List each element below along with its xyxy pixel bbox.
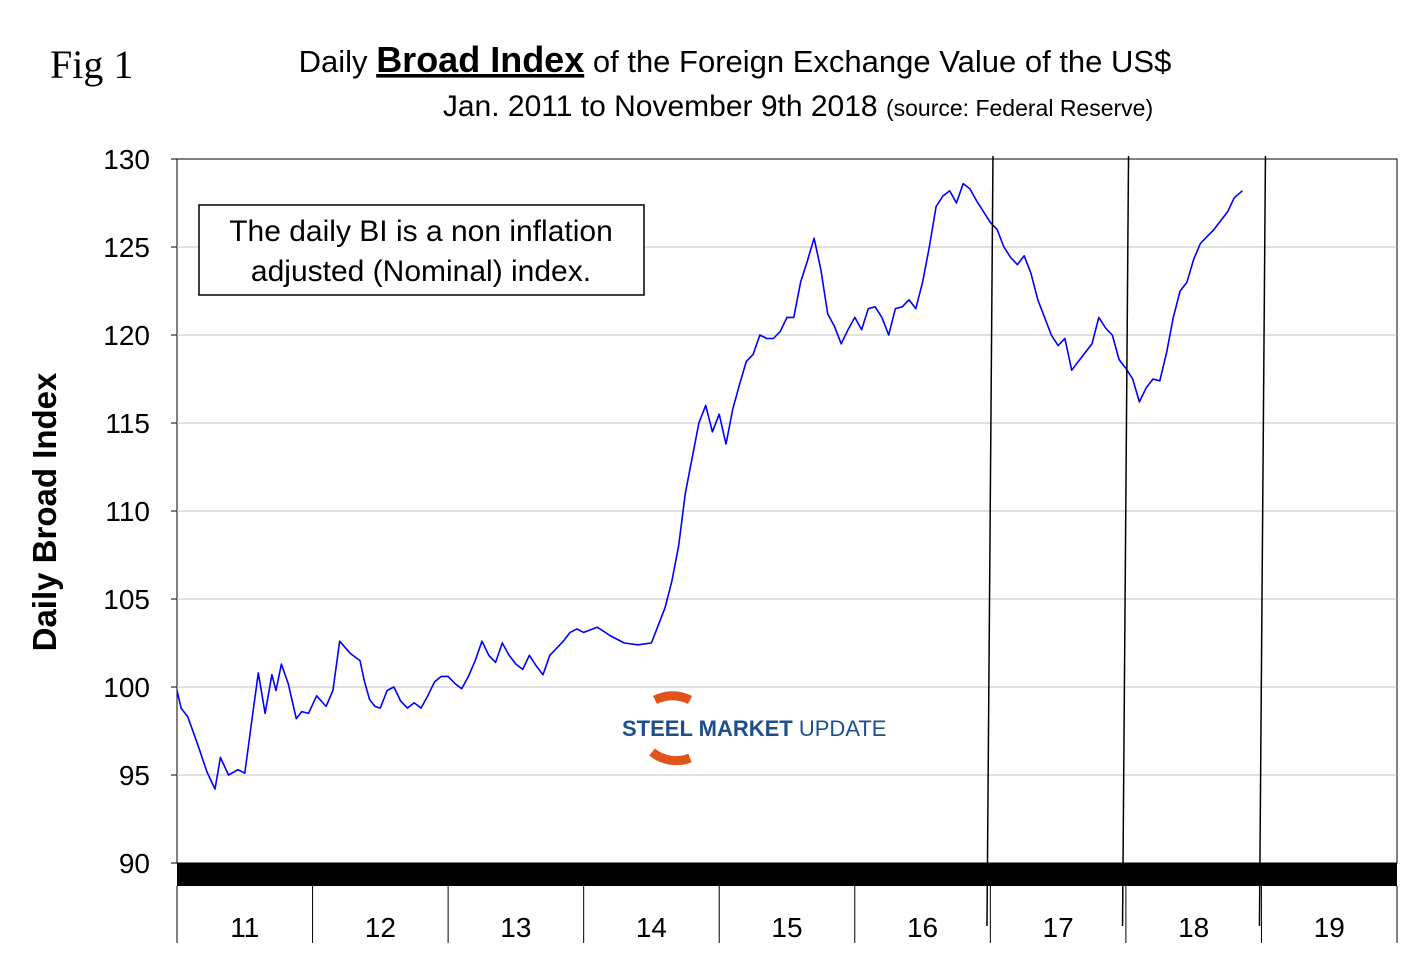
annotation-line-1: The daily BI is a non inflation	[229, 215, 613, 248]
x-tick-label: 15	[771, 912, 802, 943]
year-marker-line	[986, 155, 994, 927]
x-tick-label: 17	[1043, 912, 1074, 943]
y-tick-label: 125	[103, 232, 150, 263]
y-tick-label: 110	[105, 496, 150, 527]
y-axis-ticks: 90 95 100 105 110 115 120 125 130	[103, 144, 177, 879]
x-tick-label: 11	[230, 912, 259, 943]
y-tick-label: 100	[103, 672, 150, 703]
steel-market-update-logo: STEEL MARKET UPDATE	[618, 688, 886, 770]
x-tick-label: 19	[1314, 912, 1345, 943]
logo-arc-top-icon	[652, 691, 693, 705]
x-axis: 11 12 13 14 15 16 17 18 19	[176, 886, 1398, 943]
year-marker-line	[1258, 155, 1267, 927]
year-marker-lines	[986, 155, 1267, 927]
y-tick-label: 120	[103, 320, 150, 351]
title-emphasis: Broad Index	[376, 39, 584, 80]
title-prefix: Daily	[299, 44, 368, 79]
logo-arc-bottom-icon	[649, 748, 692, 766]
baseline-band	[177, 863, 1397, 886]
year-marker-line	[1121, 155, 1130, 927]
chart-subtitle: Jan. 2011 to November 9th 2018 (source: …	[443, 90, 1153, 123]
title-suffix: of the Foreign Exchange Value of the US$	[593, 44, 1171, 79]
y-tick-label: 115	[105, 408, 150, 439]
logo-word-2: MARKET	[699, 716, 794, 741]
y-tick-label: 105	[103, 584, 150, 615]
x-tick-label: 16	[907, 912, 938, 943]
chart-title: Daily Broad Index of the Foreign Exchang…	[299, 39, 1172, 80]
x-tick-label: 14	[636, 912, 667, 943]
series-line	[176, 182, 1244, 790]
x-tick-label: 18	[1178, 912, 1209, 943]
y-tick-label: 95	[119, 760, 150, 791]
annotation-line-2: adjusted (Nominal) index.	[251, 255, 591, 288]
subtitle-source: (source: Federal Reserve)	[886, 95, 1153, 121]
x-tick-label: 13	[500, 912, 531, 943]
grid-lines	[177, 246, 1397, 776]
annotation-box: The daily BI is a non inflation adjusted…	[198, 204, 645, 296]
logo-word-3: UPDATE	[799, 716, 887, 741]
figure-label: Fig 1	[50, 42, 133, 87]
subtitle-range: Jan. 2011 to November 9th 2018	[443, 90, 878, 123]
logo-word-1: STEEL	[622, 716, 693, 741]
svg-text:STEEL MARKET UPDATE: STEEL MARKET UPDATE	[622, 716, 886, 741]
y-axis-label: Daily Broad Index	[26, 372, 63, 651]
y-tick-label: 130	[103, 144, 150, 175]
y-tick-label: 90	[119, 848, 150, 879]
x-tick-label: 12	[365, 912, 396, 943]
